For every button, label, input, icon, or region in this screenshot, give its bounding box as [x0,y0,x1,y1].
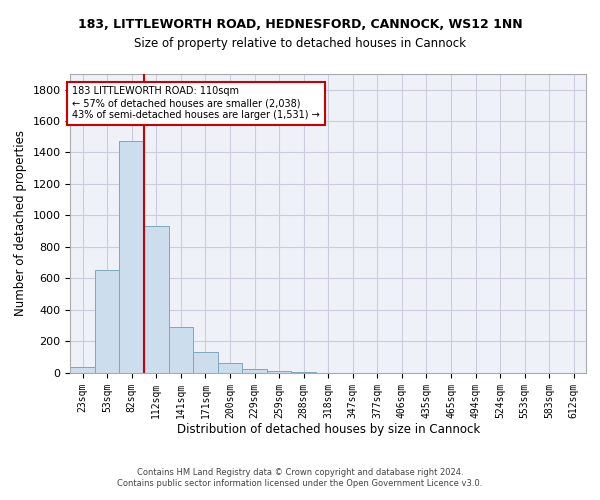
Bar [267,370,292,372]
X-axis label: Distribution of detached houses by size in Cannock: Distribution of detached houses by size … [176,423,480,436]
Bar [169,327,193,372]
Text: Size of property relative to detached houses in Cannock: Size of property relative to detached ho… [134,38,466,51]
Y-axis label: Number of detached properties: Number of detached properties [14,130,27,316]
Bar [218,363,242,372]
Bar [144,226,169,372]
Bar [193,352,218,372]
Bar [70,366,95,372]
Text: 183 LITTLEWORTH ROAD: 110sqm
← 57% of detached houses are smaller (2,038)
43% of: 183 LITTLEWORTH ROAD: 110sqm ← 57% of de… [72,86,320,120]
Bar [242,369,267,372]
Text: Contains HM Land Registry data © Crown copyright and database right 2024.
Contai: Contains HM Land Registry data © Crown c… [118,468,482,487]
Text: 183, LITTLEWORTH ROAD, HEDNESFORD, CANNOCK, WS12 1NN: 183, LITTLEWORTH ROAD, HEDNESFORD, CANNO… [77,18,523,30]
Bar [119,142,144,372]
Bar [95,270,119,372]
